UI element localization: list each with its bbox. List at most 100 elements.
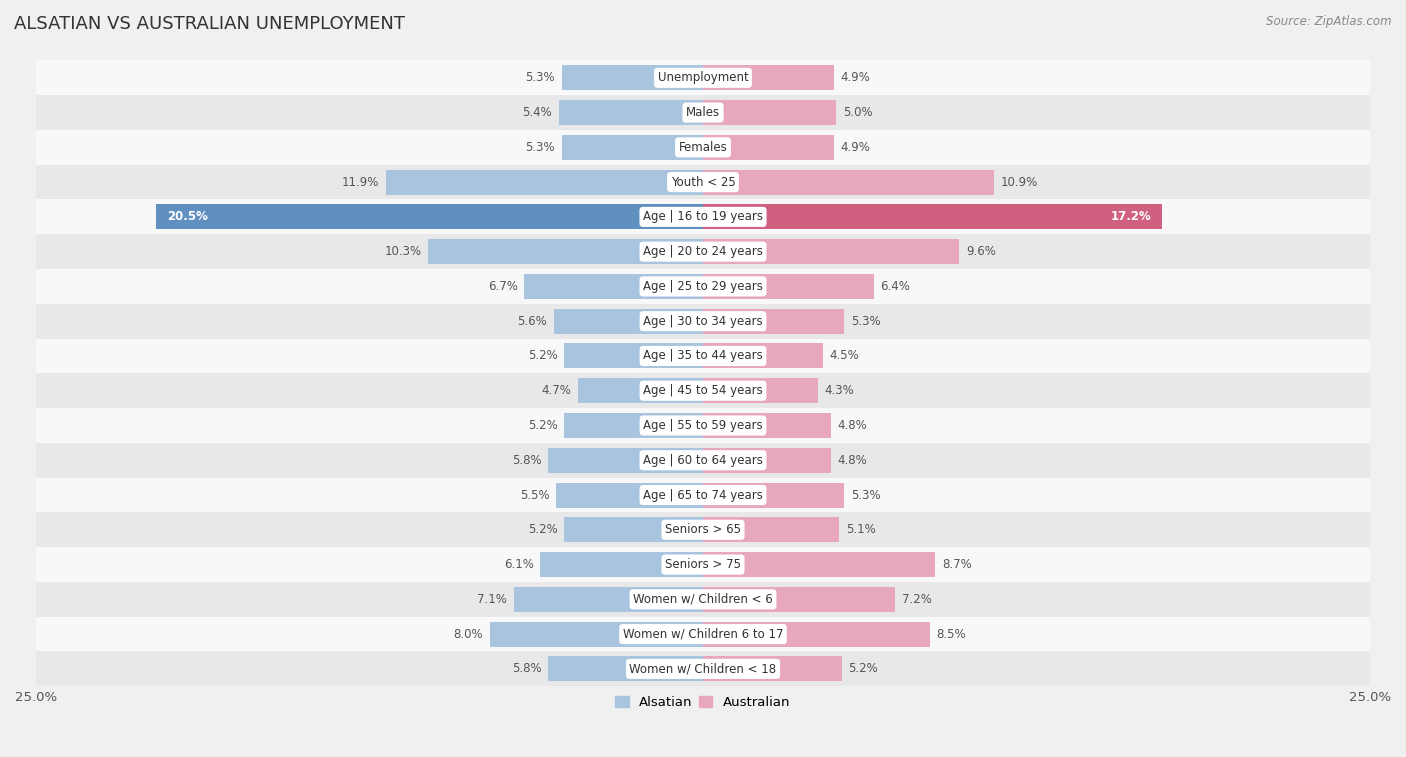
Bar: [703, 378, 818, 403]
Text: 5.8%: 5.8%: [512, 662, 541, 675]
Text: 9.6%: 9.6%: [966, 245, 995, 258]
Text: 4.3%: 4.3%: [824, 385, 853, 397]
Text: ALSATIAN VS AUSTRALIAN UNEMPLOYMENT: ALSATIAN VS AUSTRALIAN UNEMPLOYMENT: [14, 15, 405, 33]
Bar: [37, 130, 1369, 165]
Text: Age | 65 to 74 years: Age | 65 to 74 years: [643, 488, 763, 502]
Bar: [37, 304, 1369, 338]
Text: 6.4%: 6.4%: [880, 280, 910, 293]
Bar: [37, 408, 1369, 443]
Text: Seniors > 65: Seniors > 65: [665, 523, 741, 536]
Text: 17.2%: 17.2%: [1111, 210, 1152, 223]
Bar: [554, 309, 703, 334]
Bar: [37, 652, 1369, 687]
Bar: [564, 413, 703, 438]
Text: 5.3%: 5.3%: [526, 71, 555, 84]
Bar: [703, 204, 1161, 229]
Text: 4.8%: 4.8%: [838, 453, 868, 467]
Bar: [37, 61, 1369, 95]
Text: 5.3%: 5.3%: [526, 141, 555, 154]
Text: Age | 25 to 29 years: Age | 25 to 29 years: [643, 280, 763, 293]
Bar: [703, 656, 842, 681]
Bar: [548, 656, 703, 681]
Text: Seniors > 75: Seniors > 75: [665, 558, 741, 571]
Bar: [37, 373, 1369, 408]
Bar: [703, 482, 845, 507]
Bar: [703, 65, 834, 90]
Text: 10.9%: 10.9%: [1001, 176, 1038, 188]
Bar: [429, 239, 703, 264]
Bar: [703, 170, 994, 195]
Text: 8.5%: 8.5%: [936, 628, 966, 640]
Bar: [37, 547, 1369, 582]
Bar: [703, 552, 935, 577]
Bar: [578, 378, 703, 403]
Text: Females: Females: [679, 141, 727, 154]
Text: 6.7%: 6.7%: [488, 280, 517, 293]
Text: Age | 35 to 44 years: Age | 35 to 44 years: [643, 350, 763, 363]
Text: 5.2%: 5.2%: [527, 350, 558, 363]
Bar: [37, 443, 1369, 478]
Text: 5.1%: 5.1%: [846, 523, 876, 536]
Text: 8.7%: 8.7%: [942, 558, 972, 571]
Bar: [560, 100, 703, 125]
Bar: [703, 517, 839, 542]
Text: Males: Males: [686, 106, 720, 119]
Text: 4.7%: 4.7%: [541, 385, 571, 397]
Bar: [703, 621, 929, 646]
Text: 5.0%: 5.0%: [844, 106, 873, 119]
Text: 20.5%: 20.5%: [167, 210, 208, 223]
Text: Age | 60 to 64 years: Age | 60 to 64 years: [643, 453, 763, 467]
Text: 5.3%: 5.3%: [851, 488, 880, 502]
Bar: [548, 447, 703, 473]
Bar: [37, 234, 1369, 269]
Bar: [489, 621, 703, 646]
Text: Age | 16 to 19 years: Age | 16 to 19 years: [643, 210, 763, 223]
Bar: [703, 309, 845, 334]
Text: 5.4%: 5.4%: [523, 106, 553, 119]
Bar: [564, 517, 703, 542]
Text: Women w/ Children 6 to 17: Women w/ Children 6 to 17: [623, 628, 783, 640]
Text: 10.3%: 10.3%: [384, 245, 422, 258]
Bar: [703, 413, 831, 438]
Text: Women w/ Children < 6: Women w/ Children < 6: [633, 593, 773, 606]
Bar: [540, 552, 703, 577]
Text: 4.9%: 4.9%: [841, 141, 870, 154]
Legend: Alsatian, Australian: Alsatian, Australian: [610, 690, 796, 714]
Bar: [513, 587, 703, 612]
Text: 5.2%: 5.2%: [527, 419, 558, 432]
Bar: [703, 100, 837, 125]
Bar: [703, 239, 959, 264]
Bar: [37, 582, 1369, 617]
Text: Age | 30 to 34 years: Age | 30 to 34 years: [643, 315, 763, 328]
Bar: [703, 447, 831, 473]
Bar: [385, 170, 703, 195]
Text: 7.1%: 7.1%: [477, 593, 508, 606]
Bar: [524, 274, 703, 299]
Bar: [37, 95, 1369, 130]
Text: 5.5%: 5.5%: [520, 488, 550, 502]
Bar: [561, 135, 703, 160]
Bar: [37, 165, 1369, 200]
Text: Women w/ Children < 18: Women w/ Children < 18: [630, 662, 776, 675]
Bar: [37, 617, 1369, 652]
Bar: [37, 478, 1369, 512]
Bar: [37, 269, 1369, 304]
Bar: [703, 274, 873, 299]
Text: 4.9%: 4.9%: [841, 71, 870, 84]
Text: 7.2%: 7.2%: [901, 593, 932, 606]
Text: Unemployment: Unemployment: [658, 71, 748, 84]
Text: 11.9%: 11.9%: [342, 176, 378, 188]
Text: 6.1%: 6.1%: [503, 558, 534, 571]
Bar: [557, 482, 703, 507]
Text: 5.6%: 5.6%: [517, 315, 547, 328]
Text: Age | 55 to 59 years: Age | 55 to 59 years: [643, 419, 763, 432]
Text: 4.8%: 4.8%: [838, 419, 868, 432]
Text: 4.5%: 4.5%: [830, 350, 859, 363]
Bar: [703, 587, 896, 612]
Bar: [37, 338, 1369, 373]
Bar: [564, 344, 703, 369]
Text: Age | 20 to 24 years: Age | 20 to 24 years: [643, 245, 763, 258]
Bar: [37, 200, 1369, 234]
Text: Youth < 25: Youth < 25: [671, 176, 735, 188]
Bar: [703, 344, 823, 369]
